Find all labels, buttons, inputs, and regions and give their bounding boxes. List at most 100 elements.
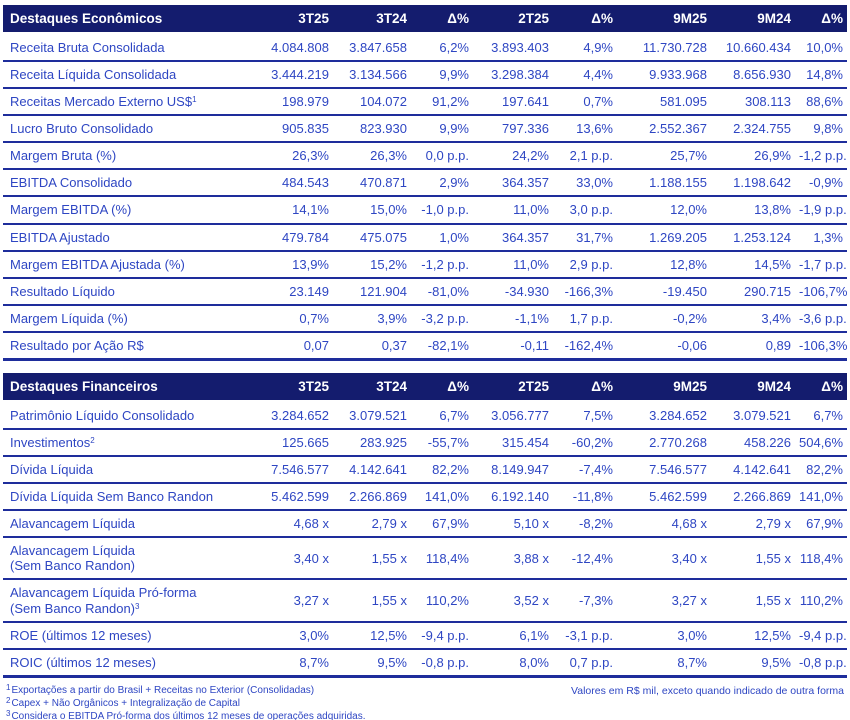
cell-value: 3.284.652	[649, 407, 707, 423]
cell-value: 12,0%	[670, 202, 707, 218]
cell-value: 0,37	[381, 337, 407, 353]
cell-value: 7,5%	[583, 407, 613, 423]
cell-value: 3,4%	[761, 310, 791, 326]
cell-value: 2,9 p.p.	[569, 256, 613, 272]
table-row: ROIC (últimos 12 meses) 8,7% 9,5% -0,8 p.p.…	[3, 649, 847, 677]
cell-value: -166,3%	[564, 283, 613, 299]
cell-value: 15,0%	[370, 202, 407, 218]
table-row: Resultado Líquido 23.149 121.904 -81,0% -34.…	[3, 278, 847, 305]
cell-value: 118,4%	[425, 550, 469, 566]
table-row: Receita Bruta Consolidada 4.084.808 3.847.…	[3, 34, 847, 62]
cell-value: 1.188.155	[649, 175, 707, 191]
cell-value: 2.770.268	[649, 435, 707, 451]
cell-value: 581.095	[660, 94, 707, 110]
column-header: 3T25	[255, 372, 333, 403]
cell-value: 12,8%	[670, 256, 707, 272]
cell-value: -55,7%	[427, 435, 469, 451]
footnote-marker: 2	[6, 695, 11, 705]
cell-value: 198.979	[282, 94, 329, 110]
cell-value: 4,68 x	[293, 516, 329, 532]
cell-value: 6,7%	[813, 407, 843, 423]
cell-value: 7.546.577	[649, 462, 707, 478]
table-row: Dívida Líquida Sem Banco Randon 5.462.599…	[3, 483, 847, 511]
cell-value: 125.665	[282, 435, 329, 451]
cell-value: -0,9%	[809, 175, 843, 191]
column-header: Δ%	[795, 5, 847, 35]
cell-value: 3,40 x	[671, 550, 707, 566]
column-header: 3T25	[255, 5, 333, 35]
cell-value: 504,6%	[799, 435, 844, 451]
table-row: Margem EBITDA Ajustada (%) 13,9% 15,2% -1,2…	[3, 251, 847, 278]
cell-value: 3,0 p.p.	[569, 202, 613, 218]
cell-value: 23.149	[289, 283, 329, 299]
row-label: Lucro Bruto Consolidado	[3, 115, 255, 142]
footnote-text: Capex + Não Orgânicos + Integralização d…	[11, 697, 240, 709]
row-label: Margem EBITDA Ajustada (%)	[3, 251, 255, 278]
cell-value: 9,9%	[439, 67, 469, 83]
cell-value: 82,2%	[806, 462, 843, 478]
cell-value: 2.552.367	[649, 121, 707, 137]
column-header: Δ%	[553, 5, 617, 35]
footnote-text: Exportações a partir do Brasil + Receita…	[11, 684, 315, 696]
cell-value: -0,06	[677, 337, 707, 353]
cell-value: 3.134.566	[349, 67, 407, 83]
cell-value: -9,4 p.p.	[421, 627, 469, 643]
row-label: ROE (últimos 12 meses)	[3, 622, 255, 649]
cell-value: 4,9%	[583, 40, 613, 55]
table-row: Margem Bruta (%) 26,3% 26,3% 0,0 p.p. 24,2% 2…	[3, 142, 847, 170]
table-row: Margem Líquida (%) 0,7% 3,9% -3,2 p.p. -1,1%…	[3, 305, 847, 332]
cell-value: -7,4%	[579, 462, 613, 478]
cell-value: 4.084.808	[271, 40, 329, 55]
cell-value: 0,7%	[299, 310, 329, 326]
cell-value: 10,0%	[806, 40, 843, 55]
cell-value: 4.142.641	[349, 462, 407, 478]
row-label-text: Patrimônio Líquido Consolidado	[10, 407, 195, 423]
cell-value: 25,7%	[670, 148, 707, 164]
cell-value: -34.930	[504, 283, 549, 299]
cell-value: 33,0%	[576, 175, 613, 191]
row-label: Margem Bruta (%)	[3, 142, 255, 169]
row-label: Receita Bruta Consolidada	[3, 34, 255, 62]
cell-value: -0,11	[520, 337, 549, 353]
cell-value: 2,9%	[439, 175, 469, 191]
row-label: Patrimônio Líquido Consolidado	[3, 401, 255, 429]
cell-value: 0,0 p.p.	[425, 148, 469, 164]
cell-value: 110,2%	[799, 593, 843, 609]
cell-value: 9.933.968	[649, 67, 707, 83]
footnote-ref: 1	[192, 95, 197, 105]
row-label: EBITDA Consolidado	[3, 169, 255, 196]
row-label-text: Resultado Líquido	[10, 283, 115, 299]
cell-value: 3,40 x	[293, 550, 329, 566]
cell-value: 0,07	[303, 337, 329, 353]
cell-value: 3.298.384	[491, 67, 549, 83]
cell-value: 8,7%	[677, 654, 707, 670]
cell-value: -82,1%	[427, 337, 469, 353]
cell-value: -9,4 p.p.	[799, 627, 847, 643]
cell-value: 797.336	[502, 121, 549, 137]
cell-value: 88,6%	[806, 94, 843, 110]
cell-value: 2,79 x	[371, 516, 407, 532]
table-row: Alavancagem Líquida (Sem Banco Randon) 3,4…	[3, 537, 847, 580]
cell-value: 1,55 x	[371, 593, 407, 609]
cell-value: 118,4%	[799, 550, 843, 566]
cell-value: 484.543	[282, 175, 329, 191]
row-label: EBITDA Ajustado	[3, 224, 255, 251]
cell-value: 121.904	[360, 283, 407, 299]
cell-value: 1,55 x	[755, 550, 791, 566]
row-label-text: Margem EBITDA Ajustada (%)	[10, 256, 185, 272]
cell-value: 11,0%	[513, 202, 549, 218]
cell-value: 6,1%	[519, 627, 549, 643]
table-row: Alavancagem Líquida Pró-forma (Sem Banco …	[3, 579, 847, 622]
cell-value: 13,9%	[292, 256, 329, 272]
column-header: Δ%	[411, 5, 473, 35]
column-header: Δ%	[411, 372, 473, 403]
cell-value: -1,2 p.p.	[421, 256, 469, 272]
cell-value: 905.835	[282, 121, 329, 137]
cell-value: 1,0%	[439, 229, 469, 245]
table-row: EBITDA Ajustado 479.784 475.075 1,0% 364.357…	[3, 224, 847, 251]
cell-value: 9,8%	[813, 121, 843, 137]
row-label: Resultado por Ação R$	[3, 332, 255, 360]
cell-value: 3.847.658	[349, 40, 407, 55]
cell-value: 3,27 x	[293, 593, 329, 609]
cell-value: 8,7%	[299, 654, 329, 670]
